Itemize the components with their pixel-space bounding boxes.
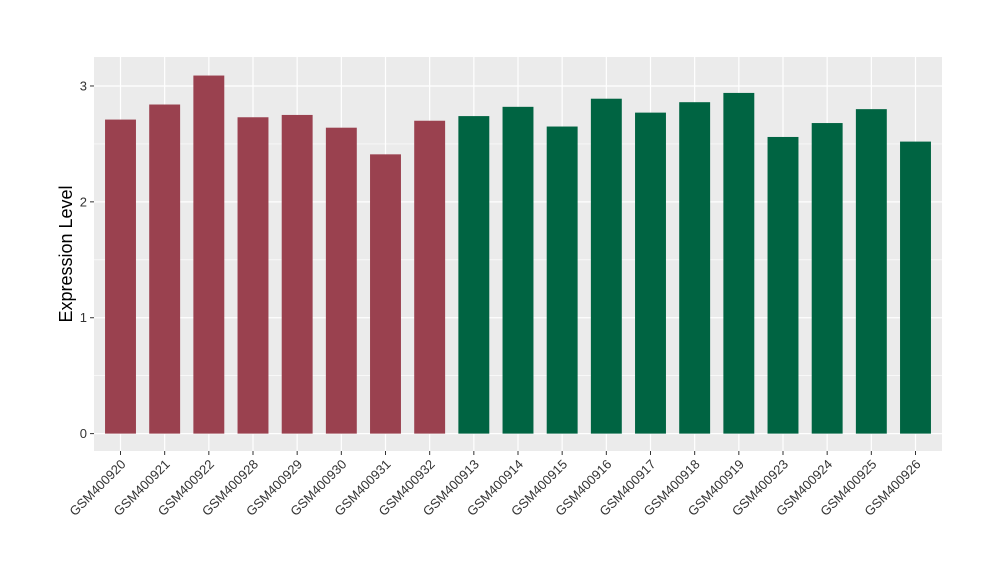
bar-GSM400930 xyxy=(325,127,357,434)
bar-GSM400928 xyxy=(237,117,269,434)
y-tick-label: 0 xyxy=(80,426,87,441)
bar-GSM400931 xyxy=(370,154,401,434)
bar-GSM400924 xyxy=(811,123,843,434)
bar-GSM400920 xyxy=(105,119,136,434)
y-axis-title: Expression Level xyxy=(56,185,76,322)
bar-GSM400926 xyxy=(900,141,931,434)
y-tick-label: 1 xyxy=(80,310,87,325)
y-tick-label: 3 xyxy=(80,78,87,93)
bar-GSM400916 xyxy=(590,98,622,434)
bar-GSM400921 xyxy=(149,104,181,434)
bars xyxy=(105,75,931,434)
bar-GSM400913 xyxy=(458,116,490,434)
bar-GSM400925 xyxy=(855,109,887,434)
bar-GSM400919 xyxy=(723,92,755,434)
bar-GSM400918 xyxy=(679,102,711,434)
bar-GSM400922 xyxy=(193,75,225,434)
bar-GSM400929 xyxy=(281,114,313,434)
y-tick-label: 2 xyxy=(80,194,87,209)
y-axis: 0 1 2 3 xyxy=(80,78,94,441)
bar-GSM400914 xyxy=(502,106,534,434)
bar-GSM400915 xyxy=(546,126,578,434)
bar-GSM400917 xyxy=(635,112,666,434)
bar-GSM400932 xyxy=(414,120,446,434)
x-axis: GSM400920GSM400921GSM400922GSM400928GSM4… xyxy=(66,451,924,519)
bar-GSM400923 xyxy=(767,136,799,434)
